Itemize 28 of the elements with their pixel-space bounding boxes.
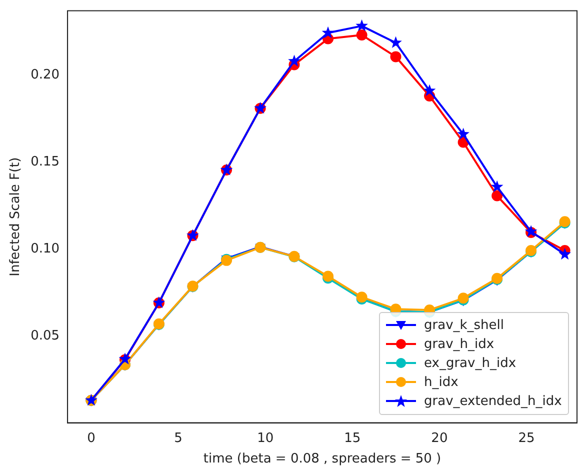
x-tick-label: 20 [431,430,448,446]
point [288,54,300,66]
point [490,180,504,192]
point [322,26,334,38]
x-tick-label: 5 [174,430,182,446]
point [558,248,571,260]
legend-label: ex_grav_h_idx [424,356,516,371]
point [492,190,503,202]
x-tick-label: 15 [344,430,361,446]
x-axis-title: time (beta = 0.08 , spreaders = 50 ) [203,452,442,467]
point [423,84,436,96]
point [356,29,368,40]
point [356,19,368,32]
y-tick-label: 0.10 [30,241,60,256]
legend-label: h_idx [424,374,458,390]
point [390,36,402,48]
y-tick-label: 0.20 [30,67,60,82]
y-tick-label: 0.05 [30,328,60,344]
y-tick-label: 0.15 [30,154,60,170]
point [390,51,402,62]
x-tick-label: 25 [518,430,535,446]
x-tick-label: 10 [257,430,274,446]
point [457,128,470,140]
legend-label: grav_k_shell [424,318,504,333]
x-tick-label: 0 [87,430,96,446]
legend-label: grav_h_idx [424,336,494,352]
legend-label: grav_extended_h_idx [424,394,562,409]
y-axis-title: Infected Scale F(t) [8,157,24,276]
